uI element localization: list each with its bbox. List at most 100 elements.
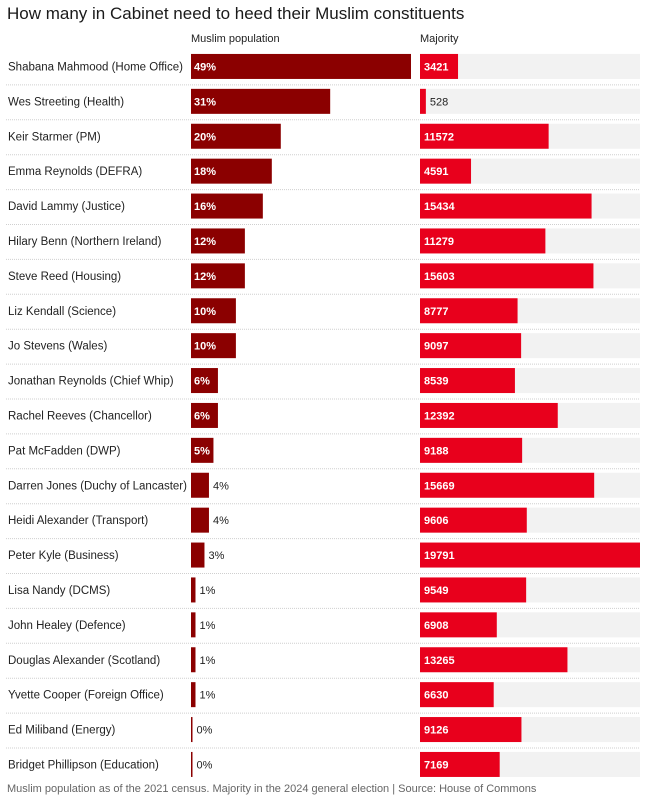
majority-bar — [420, 263, 594, 289]
majority-bar — [420, 88, 426, 114]
muslim-population-value-label: 31% — [194, 96, 216, 108]
majority-value-label: 4591 — [424, 166, 448, 178]
muslim-population-bar — [191, 682, 196, 708]
muslim-population-value-label: 49% — [194, 61, 216, 73]
majority-bar — [420, 402, 558, 428]
muslim-population-value-label: 4% — [213, 480, 229, 492]
category-label: Emma Reynolds (DEFRA) — [8, 166, 142, 178]
footer-source-note: Muslim population as of the 2021 census.… — [7, 783, 537, 795]
majority-bar — [420, 542, 640, 568]
majority-value-label: 11572 — [424, 131, 454, 143]
majority-value-label: 9097 — [424, 341, 448, 353]
muslim-population-bar — [191, 368, 218, 394]
category-label: Shabana Mahmood (Home Office) — [8, 61, 183, 73]
muslim-population-bar — [191, 647, 196, 673]
muslim-population-header: Muslim population — [191, 33, 280, 45]
majority-value-label: 15603 — [424, 271, 455, 283]
category-label: Wes Streeting (Health) — [8, 96, 124, 108]
majority-value-label: 8777 — [424, 306, 448, 318]
muslim-population-bar — [191, 542, 205, 568]
majority-value-label: 8539 — [424, 376, 448, 388]
muslim-population-value-label: 6% — [194, 410, 210, 422]
category-label: David Lammy (Justice) — [8, 201, 125, 213]
muslim-population-value-label: 18% — [194, 166, 216, 178]
category-label: Keir Starmer (PM) — [8, 131, 101, 143]
muslim-population-value-label: 12% — [194, 236, 216, 248]
muslim-population-bar — [191, 333, 236, 359]
majority-value-label: 6630 — [424, 690, 448, 702]
majority-bar — [420, 682, 494, 708]
majority-bar — [420, 472, 595, 498]
majority-bar — [420, 612, 497, 638]
majority-value-label: 6908 — [424, 620, 448, 632]
majority-bar — [420, 437, 523, 463]
majority-bar — [420, 298, 518, 324]
category-label: Yvette Cooper (Foreign Office) — [8, 690, 164, 702]
majority-value-label: 13265 — [424, 655, 455, 667]
category-label: Steve Reed (Housing) — [8, 271, 121, 283]
majority-bar — [420, 717, 522, 743]
muslim-population-bar — [191, 507, 209, 533]
majority-header: Majority — [420, 33, 459, 45]
majority-bar — [420, 647, 568, 673]
majority-bar — [420, 123, 549, 149]
category-label: Bridget Phillipson (Education) — [8, 759, 159, 771]
muslim-population-value-label: 12% — [194, 271, 216, 283]
muslim-population-bar — [191, 158, 272, 184]
category-label: Hilary Benn (Northern Ireland) — [8, 236, 162, 248]
category-label: Ed Miliband (Energy) — [8, 725, 116, 737]
muslim-population-bar — [191, 612, 196, 638]
majority-value-label: 9126 — [424, 725, 448, 737]
muslim-population-bar — [191, 402, 218, 428]
muslim-population-value-label: 3% — [208, 550, 224, 562]
category-label: Pat McFadden (DWP) — [8, 445, 121, 457]
muslim-population-value-label: 4% — [213, 515, 229, 527]
majority-value-label: 15669 — [424, 480, 455, 492]
majority-value-label: 9188 — [424, 445, 448, 457]
muslim-population-value-label: 5% — [194, 445, 210, 457]
muslim-population-value-label: 0% — [197, 759, 213, 771]
majority-bar — [420, 577, 527, 603]
majority-value-label: 12392 — [424, 410, 455, 422]
muslim-population-bar — [191, 298, 236, 324]
category-label: Lisa Nandy (DCMS) — [8, 585, 110, 597]
majority-bar — [420, 751, 500, 777]
majority-bar — [420, 333, 522, 359]
majority-bar — [420, 193, 592, 219]
category-label: Jo Stevens (Wales) — [8, 341, 107, 353]
chart-title: How many in Cabinet need to heed their M… — [7, 4, 465, 23]
muslim-population-value-label: 10% — [194, 306, 216, 318]
majority-value-label: 9549 — [424, 585, 448, 597]
muslim-population-bar — [191, 437, 214, 463]
category-label: Jonathan Reynolds (Chief Whip) — [8, 376, 174, 388]
muslim-population-bar — [191, 123, 281, 149]
category-label: Darren Jones (Duchy of Lancaster) — [8, 480, 187, 492]
majority-value-label: 11279 — [424, 236, 454, 248]
muslim-population-bar — [191, 472, 209, 498]
muslim-population-value-label: 6% — [194, 376, 210, 388]
muslim-population-value-label: 1% — [199, 690, 215, 702]
muslim-population-bar — [191, 88, 331, 114]
muslim-population-value-label: 0% — [197, 725, 213, 737]
majority-track — [420, 88, 640, 114]
category-label: Heidi Alexander (Transport) — [8, 515, 148, 527]
muslim-population-bar — [191, 228, 245, 254]
majority-bar — [420, 368, 515, 394]
majority-bar — [420, 158, 472, 184]
muslim-population-bar — [191, 577, 196, 603]
majority-bar — [420, 53, 459, 79]
category-label: Douglas Alexander (Scotland) — [8, 655, 160, 667]
majority-value-label: 9606 — [424, 515, 448, 527]
muslim-population-value-label: 1% — [199, 655, 215, 667]
category-label: Peter Kyle (Business) — [8, 550, 119, 562]
majority-bar — [420, 228, 546, 254]
majority-value-label: 528 — [430, 96, 448, 108]
muslim-population-value-label: 16% — [194, 201, 216, 213]
majority-value-label: 3421 — [424, 61, 448, 73]
category-label: Rachel Reeves (Chancellor) — [8, 410, 152, 422]
majority-value-label: 15434 — [424, 201, 455, 213]
majority-value-label: 19791 — [424, 550, 455, 562]
muslim-population-bar — [191, 751, 193, 777]
muslim-population-value-label: 1% — [199, 620, 215, 632]
